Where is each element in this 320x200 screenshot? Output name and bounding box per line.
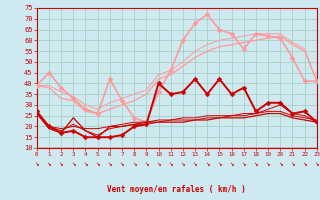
Text: ↘: ↘ [47, 158, 51, 168]
Text: ↘: ↘ [266, 158, 270, 168]
Text: ↘: ↘ [290, 158, 295, 168]
Text: ↘: ↘ [278, 158, 283, 168]
Text: ↘: ↘ [302, 158, 307, 168]
Text: ↘: ↘ [193, 158, 197, 168]
Text: ↘: ↘ [229, 158, 234, 168]
Text: ↘: ↘ [59, 158, 63, 168]
Text: ↘: ↘ [71, 158, 76, 168]
Text: ↘: ↘ [95, 158, 100, 168]
Text: ↘: ↘ [132, 158, 137, 168]
Text: ↘: ↘ [108, 158, 112, 168]
Text: ↘: ↘ [144, 158, 149, 168]
Text: ↘: ↘ [315, 158, 319, 168]
Text: ↘: ↘ [83, 158, 88, 168]
Text: ↘: ↘ [217, 158, 222, 168]
Text: ↘: ↘ [180, 158, 185, 168]
Text: ↘: ↘ [254, 158, 258, 168]
Text: ↘: ↘ [35, 158, 39, 168]
Text: ↘: ↘ [205, 158, 210, 168]
Text: ↘: ↘ [242, 158, 246, 168]
Text: ↘: ↘ [156, 158, 161, 168]
Text: Vent moyen/en rafales ( km/h ): Vent moyen/en rafales ( km/h ) [108, 185, 246, 194]
Text: ↘: ↘ [168, 158, 173, 168]
Text: ↘: ↘ [120, 158, 124, 168]
